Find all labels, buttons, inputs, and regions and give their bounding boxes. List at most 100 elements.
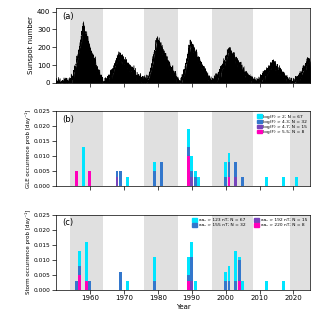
Bar bbox=[160, 162, 163, 186]
Bar bbox=[144, 8, 178, 83]
Bar bbox=[153, 171, 156, 186]
Bar bbox=[88, 281, 92, 290]
Bar bbox=[238, 281, 241, 290]
Bar bbox=[224, 272, 227, 290]
Text: (a): (a) bbox=[62, 12, 74, 21]
Bar bbox=[187, 156, 190, 186]
Bar bbox=[69, 215, 103, 290]
Bar bbox=[88, 177, 92, 186]
Bar bbox=[187, 147, 190, 186]
Bar bbox=[290, 111, 310, 186]
Bar bbox=[85, 242, 88, 290]
Bar bbox=[190, 177, 193, 186]
Bar bbox=[238, 257, 241, 290]
Bar bbox=[265, 177, 268, 186]
Bar bbox=[116, 171, 118, 186]
Bar bbox=[241, 177, 244, 186]
X-axis label: Year: Year bbox=[176, 304, 191, 310]
Bar bbox=[234, 177, 237, 186]
Bar bbox=[238, 260, 241, 290]
Bar bbox=[144, 215, 178, 290]
Y-axis label: Sunspot number: Sunspot number bbox=[28, 17, 34, 74]
Bar bbox=[75, 171, 78, 186]
Bar bbox=[190, 281, 193, 290]
Bar bbox=[75, 281, 78, 290]
Bar bbox=[238, 281, 241, 290]
Bar bbox=[75, 281, 78, 290]
Bar bbox=[116, 171, 118, 186]
Bar bbox=[69, 111, 103, 186]
Bar bbox=[85, 281, 88, 290]
Bar bbox=[75, 171, 78, 186]
Bar bbox=[234, 162, 237, 186]
Legend: aaₕ > 123 nT; N = 67, aaₕ > 155 nT; N = 32, aaₕ > 192 nT; N = 15, aaₕ > 220 nT; : aaₕ > 123 nT; N = 67, aaₕ > 155 nT; N = … bbox=[191, 217, 308, 228]
Legend: log(F) > 2; N = 67, log(F) > 4.3; N = 32, log(F) > 4.7; N = 15, log(F) > 5.5; N : log(F) > 2; N = 67, log(F) > 4.3; N = 32… bbox=[256, 114, 308, 135]
Bar bbox=[295, 177, 298, 186]
Bar bbox=[119, 272, 122, 290]
Bar bbox=[194, 281, 196, 290]
Bar bbox=[69, 8, 103, 83]
Bar bbox=[187, 162, 190, 186]
Bar bbox=[224, 281, 227, 290]
Bar bbox=[75, 171, 78, 186]
Bar bbox=[187, 281, 190, 290]
Bar bbox=[153, 162, 156, 186]
Bar bbox=[228, 281, 230, 290]
Bar bbox=[78, 275, 81, 290]
Bar bbox=[190, 156, 193, 186]
Bar bbox=[78, 251, 81, 290]
Bar bbox=[119, 272, 122, 290]
Bar bbox=[228, 162, 230, 186]
Bar bbox=[78, 281, 81, 290]
Bar bbox=[187, 129, 190, 186]
Bar bbox=[116, 177, 118, 186]
Bar bbox=[78, 266, 81, 290]
Bar bbox=[190, 257, 193, 290]
Bar bbox=[153, 281, 156, 290]
Bar bbox=[144, 111, 178, 186]
Bar bbox=[75, 171, 78, 186]
Bar bbox=[224, 177, 227, 186]
Bar bbox=[119, 171, 122, 186]
Bar bbox=[228, 177, 230, 186]
Bar bbox=[187, 275, 190, 290]
Bar bbox=[160, 162, 163, 186]
Bar bbox=[234, 162, 237, 186]
Y-axis label: Storm occurrence prob [day⁻¹]: Storm occurrence prob [day⁻¹] bbox=[25, 210, 31, 294]
Bar bbox=[228, 177, 230, 186]
Bar bbox=[212, 8, 253, 83]
Bar bbox=[88, 177, 92, 186]
Bar bbox=[282, 177, 285, 186]
Bar bbox=[194, 177, 196, 186]
Bar bbox=[126, 281, 129, 290]
Y-axis label: GLE occurrence prob [day⁻¹]: GLE occurrence prob [day⁻¹] bbox=[25, 110, 31, 188]
Bar bbox=[88, 171, 92, 186]
Bar bbox=[228, 153, 230, 186]
Bar bbox=[85, 281, 88, 290]
Bar bbox=[265, 281, 268, 290]
Bar bbox=[88, 281, 92, 290]
Bar bbox=[241, 177, 244, 186]
Bar bbox=[88, 177, 92, 186]
Text: (b): (b) bbox=[62, 115, 74, 124]
Bar bbox=[282, 281, 285, 290]
Bar bbox=[228, 266, 230, 290]
Bar bbox=[194, 171, 196, 186]
Text: (c): (c) bbox=[62, 219, 74, 228]
Bar bbox=[153, 257, 156, 290]
Bar bbox=[187, 281, 190, 290]
Bar bbox=[190, 242, 193, 290]
Bar bbox=[212, 111, 253, 186]
Bar bbox=[119, 177, 122, 186]
Bar bbox=[290, 215, 310, 290]
Bar bbox=[224, 162, 227, 186]
Bar bbox=[187, 257, 190, 290]
Bar bbox=[82, 147, 84, 186]
Bar bbox=[126, 177, 129, 186]
Bar bbox=[234, 281, 237, 290]
Bar bbox=[241, 281, 244, 290]
Bar bbox=[290, 8, 310, 83]
Bar bbox=[190, 171, 193, 186]
Bar bbox=[197, 177, 200, 186]
Bar bbox=[212, 215, 253, 290]
